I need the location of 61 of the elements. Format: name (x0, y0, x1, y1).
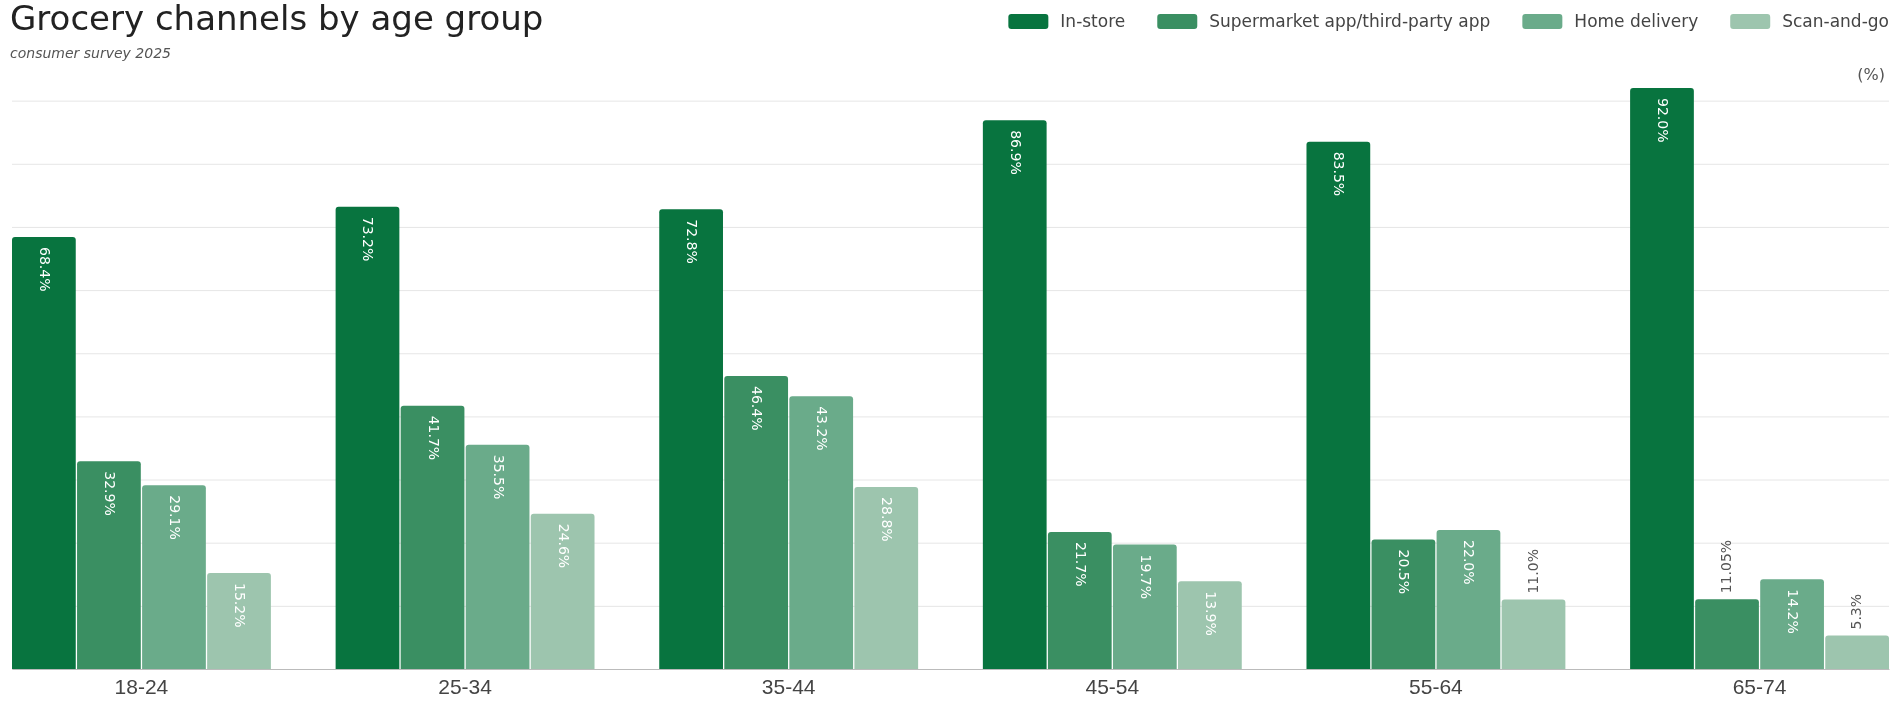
bar (854, 487, 919, 669)
data-label: 20.5% (1396, 549, 1413, 595)
bar (1047, 531, 1112, 669)
data-label: 21.7% (1072, 541, 1089, 587)
bar (1306, 141, 1371, 669)
bar (207, 573, 271, 669)
bar (1112, 544, 1177, 669)
bar (465, 444, 530, 669)
legend-label: Supermarket app/third-party app (1209, 11, 1491, 31)
bar (1825, 635, 1889, 669)
data-label: 22.0% (1461, 540, 1478, 585)
bar (1695, 599, 1759, 669)
data-label: 46.4% (749, 385, 766, 431)
chart-title: Grocery channels by age group (10, 0, 544, 38)
data-label: 83.5% (1331, 151, 1348, 197)
chart-subtitle: consumer survey 2025 (10, 45, 172, 61)
data-label: 24.6% (555, 523, 572, 569)
data-label: 35.5% (490, 454, 507, 500)
x-tick-label: 18-24 (114, 674, 169, 698)
bar (1760, 579, 1824, 669)
bar (1501, 599, 1566, 669)
bar (335, 206, 400, 669)
bar (1371, 539, 1436, 669)
bar (789, 396, 854, 669)
x-tick-label: 35-44 (761, 674, 816, 698)
data-label: 29.1% (166, 495, 183, 540)
data-label: 13.9% (1202, 591, 1219, 636)
bar (724, 375, 789, 669)
data-label: 32.9% (101, 471, 118, 516)
bar (659, 209, 723, 669)
bar (1436, 530, 1501, 669)
data-label: 72.8% (684, 219, 701, 264)
data-label: 68.4% (36, 247, 53, 292)
data-label: 41.7% (425, 415, 442, 461)
data-label: 43.2% (814, 406, 831, 451)
x-tick-label: 45-54 (1085, 674, 1140, 698)
legend-label: Home delivery (1574, 11, 1699, 31)
data-label: 11.05% (1718, 539, 1735, 594)
x-tick-label: 25-34 (438, 674, 493, 698)
data-label: 28.8% (879, 497, 896, 542)
data-label: 15.2% (232, 583, 249, 628)
data-label: 92.0% (1654, 98, 1671, 143)
legend-label: Scan-and-go (1782, 11, 1889, 31)
bar (982, 120, 1047, 669)
bar (142, 485, 206, 669)
bar (77, 461, 141, 669)
legend-label: In-store (1060, 11, 1126, 31)
bar (1178, 581, 1242, 669)
data-label: 19.7% (1137, 554, 1154, 600)
data-label: 5.3% (1848, 593, 1865, 630)
x-tick-label: 65-74 (1732, 674, 1787, 698)
bar (400, 405, 465, 669)
data-label: 86.9% (1007, 130, 1024, 175)
y-axis-title: (%) (1857, 65, 1885, 84)
bar (1630, 88, 1694, 669)
data-label: 11.0% (1524, 549, 1541, 594)
data-label: 73.2% (360, 216, 377, 262)
data-label: 14.2% (1785, 589, 1802, 634)
x-tick-label: 55-64 (1409, 674, 1464, 698)
bar (12, 237, 76, 669)
bar (530, 513, 595, 669)
